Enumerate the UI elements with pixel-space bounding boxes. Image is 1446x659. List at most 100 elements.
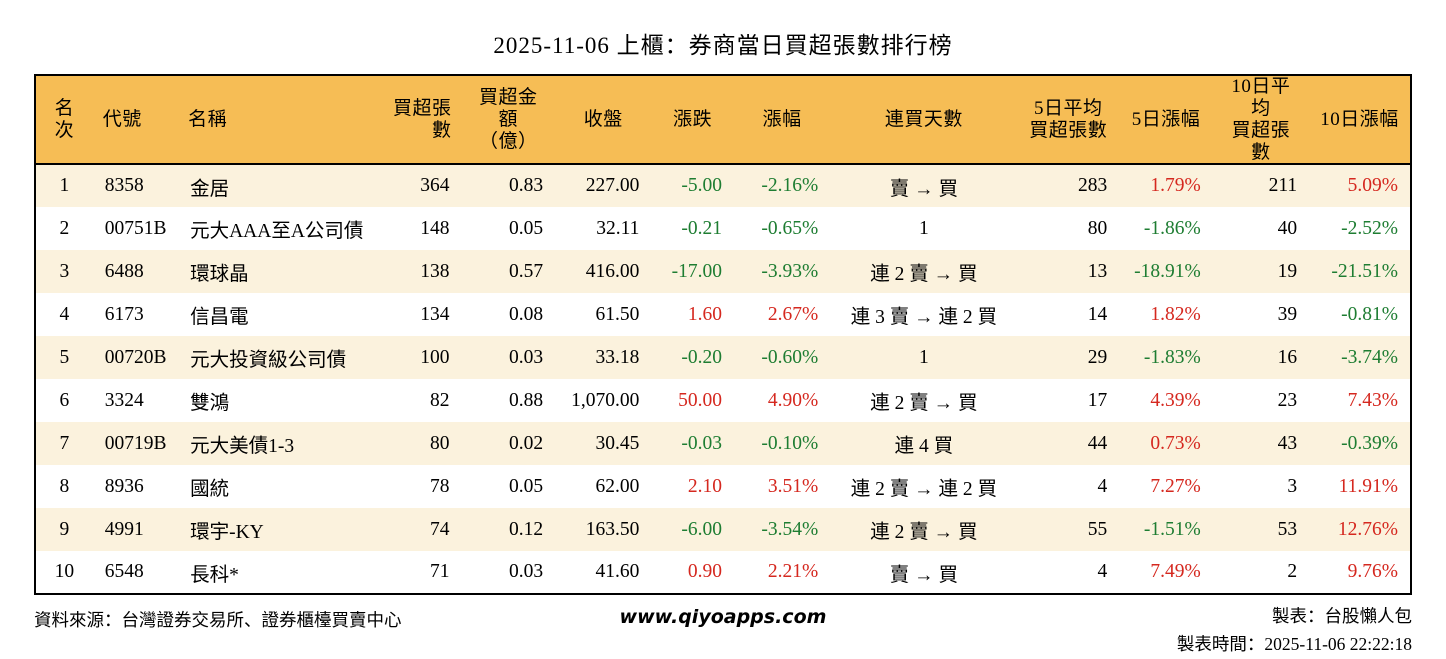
cell-change: -5.00 xyxy=(681,175,722,197)
cell-code: 3324 xyxy=(104,389,144,411)
header-cell-net_buy_lots: 買超張數 xyxy=(365,75,462,166)
page-title: 2025-11-06 上櫃：券商當日買超張數排行榜 xyxy=(493,33,953,58)
cell-streak: 連 2 賣 → 買 xyxy=(870,264,978,286)
table-row: 9 4991 環宇-KY 74 0.12 163.50 -6.00 -3.54% 連 2 賣 →… xyxy=(35,508,1411,552)
cell-rank: 9 xyxy=(59,518,70,540)
header-cell-close: 收盤 xyxy=(555,75,652,166)
ranking-table-wrap: 名次 代號 名稱 買超張數 買超金額 （億） 收盤 漲跌 漲幅 連買天數 5日平均 買超張數 5日漲幅 1… xyxy=(34,74,1412,596)
table-body: 1 8358 金居 364 0.83 227.00 -5.00 -2.16% 賣 → 買 283 1… xyxy=(35,164,1411,595)
header-cell-name: 名稱 xyxy=(178,75,366,166)
cell-net_buy_lots: 138 xyxy=(420,260,450,282)
cell-change: -17.00 xyxy=(671,260,722,282)
cell-net_buy_amount: 0.57 xyxy=(508,260,544,282)
cell-code: 6173 xyxy=(104,303,144,325)
cell-pct10: -2.52% xyxy=(1341,217,1398,239)
cell-change_pct: -0.65% xyxy=(761,217,819,239)
header-cell-pct5: 5日漲幅 xyxy=(1119,75,1213,166)
cell-pct10: -3.74% xyxy=(1341,346,1398,368)
table-row: 6 3324 雙鴻 82 0.88 1,070.00 50.00 4.90% 連 2 賣 → 買… xyxy=(35,379,1411,423)
cell-avg10_lots: 3 xyxy=(1287,475,1298,497)
cell-close: 30.45 xyxy=(595,432,640,454)
cell-streak: 連 4 買 xyxy=(894,436,954,458)
table-row: 3 6488 環球晶 138 0.57 416.00 -17.00 -3.93% 連 2 賣 →… xyxy=(35,250,1411,294)
cell-name: 元大美債1-3 xyxy=(190,436,295,458)
cell-pct5: -1.83% xyxy=(1143,346,1201,368)
cell-close: 163.50 xyxy=(585,518,640,540)
cell-name: 元大AAA至A公司債 xyxy=(190,221,364,243)
cell-close: 62.00 xyxy=(595,475,640,497)
cell-close: 1,070.00 xyxy=(571,389,640,411)
cell-pct10: -0.39% xyxy=(1341,432,1398,454)
cell-avg5_lots: 80 xyxy=(1087,217,1108,239)
cell-change: -0.21 xyxy=(681,217,722,239)
cell-pct10: -21.51% xyxy=(1331,260,1398,282)
cell-pct5: 0.73% xyxy=(1150,432,1201,454)
footer-source: 資料來源：台灣證券交易所、證券櫃檯買賣中心 xyxy=(34,610,402,631)
cell-pct10: 9.76% xyxy=(1347,561,1398,583)
cell-streak: 連 2 賣 → 買 xyxy=(870,393,978,415)
cell-net_buy_lots: 78 xyxy=(430,475,450,497)
table-row: 8 8936 國統 78 0.05 62.00 2.10 3.51% 連 2 賣 → 連 2 買… xyxy=(35,465,1411,509)
cell-change: 50.00 xyxy=(678,389,722,411)
cell-rank: 7 xyxy=(59,432,70,454)
table-row: 7 00719B 元大美債1-3 80 0.02 30.45 -0.03 -0.10% 連 4 … xyxy=(35,422,1411,466)
cell-name: 元大投資級公司債 xyxy=(190,350,347,372)
cell-net_buy_amount: 0.12 xyxy=(508,518,544,540)
cell-net_buy_amount: 0.05 xyxy=(508,475,544,497)
cell-name: 長科* xyxy=(190,564,239,586)
cell-code: 4991 xyxy=(104,518,144,540)
cell-code: 6548 xyxy=(104,561,144,583)
cell-change_pct: -2.16% xyxy=(761,175,819,197)
cell-change: -6.00 xyxy=(681,518,722,540)
cell-rank: 5 xyxy=(59,346,70,368)
cell-change_pct: -0.10% xyxy=(761,432,819,454)
cell-change_pct: 4.90% xyxy=(767,389,819,411)
cell-pct5: 1.79% xyxy=(1150,175,1201,197)
cell-net_buy_amount: 0.88 xyxy=(508,389,544,411)
cell-name: 國統 xyxy=(190,479,230,501)
cell-avg5_lots: 4 xyxy=(1097,561,1108,583)
cell-streak: 1 xyxy=(918,217,929,239)
header-cell-avg5_lots: 5日平均 買超張數 xyxy=(1017,75,1120,166)
ranking-table: 名次 代號 名稱 買超張數 買超金額 （億） 收盤 漲跌 漲幅 連買天數 5日平均 買超張數 5日漲幅 1… xyxy=(34,74,1412,596)
cell-pct10: 7.43% xyxy=(1347,389,1398,411)
table-row: 5 00720B 元大投資級公司債 100 0.03 33.18 -0.20 -0.60% 1 2… xyxy=(35,336,1411,380)
cell-net_buy_lots: 82 xyxy=(430,389,450,411)
cell-avg10_lots: 2 xyxy=(1287,561,1298,583)
footer-site: www.qiyoapps.com xyxy=(619,606,827,629)
cell-avg10_lots: 16 xyxy=(1277,346,1298,368)
cell-net_buy_lots: 100 xyxy=(420,346,450,368)
cell-streak: 連 2 賣 → 連 2 買 xyxy=(850,479,997,501)
cell-code: 00751B xyxy=(104,217,167,239)
cell-avg5_lots: 4 xyxy=(1097,475,1108,497)
cell-net_buy_amount: 0.83 xyxy=(508,175,544,197)
header-cell-change: 漲跌 xyxy=(651,75,734,166)
cell-avg5_lots: 13 xyxy=(1087,260,1108,282)
cell-change_pct: 3.51% xyxy=(767,475,819,497)
cell-avg10_lots: 43 xyxy=(1277,432,1298,454)
cell-change: 2.10 xyxy=(687,475,722,497)
cell-close: 61.50 xyxy=(595,303,640,325)
header-cell-code: 代號 xyxy=(92,75,179,166)
cell-rank: 3 xyxy=(59,260,70,282)
cell-rank: 10 xyxy=(54,561,75,583)
cell-avg5_lots: 29 xyxy=(1087,346,1108,368)
cell-pct10: 11.91% xyxy=(1338,475,1398,497)
cell-avg10_lots: 40 xyxy=(1277,217,1298,239)
cell-net_buy_amount: 0.03 xyxy=(508,561,544,583)
cell-net_buy_lots: 148 xyxy=(420,217,450,239)
cell-net_buy_amount: 0.08 xyxy=(508,303,544,325)
cell-avg10_lots: 23 xyxy=(1277,389,1298,411)
cell-pct5: 7.27% xyxy=(1150,475,1201,497)
cell-code: 00719B xyxy=(104,432,167,454)
cell-pct5: 1.82% xyxy=(1150,303,1201,325)
cell-net_buy_amount: 0.02 xyxy=(508,432,544,454)
cell-close: 32.11 xyxy=(596,217,640,239)
header-cell-pct10: 10日漲幅 xyxy=(1309,75,1411,166)
table-row: 4 6173 信昌電 134 0.08 61.50 1.60 2.67% 連 3 賣 → 連 2… xyxy=(35,293,1411,337)
cell-rank: 6 xyxy=(59,389,70,411)
cell-net_buy_lots: 74 xyxy=(430,518,450,540)
cell-avg5_lots: 17 xyxy=(1087,389,1108,411)
cell-pct5: 4.39% xyxy=(1150,389,1201,411)
cell-change: -0.03 xyxy=(681,432,722,454)
